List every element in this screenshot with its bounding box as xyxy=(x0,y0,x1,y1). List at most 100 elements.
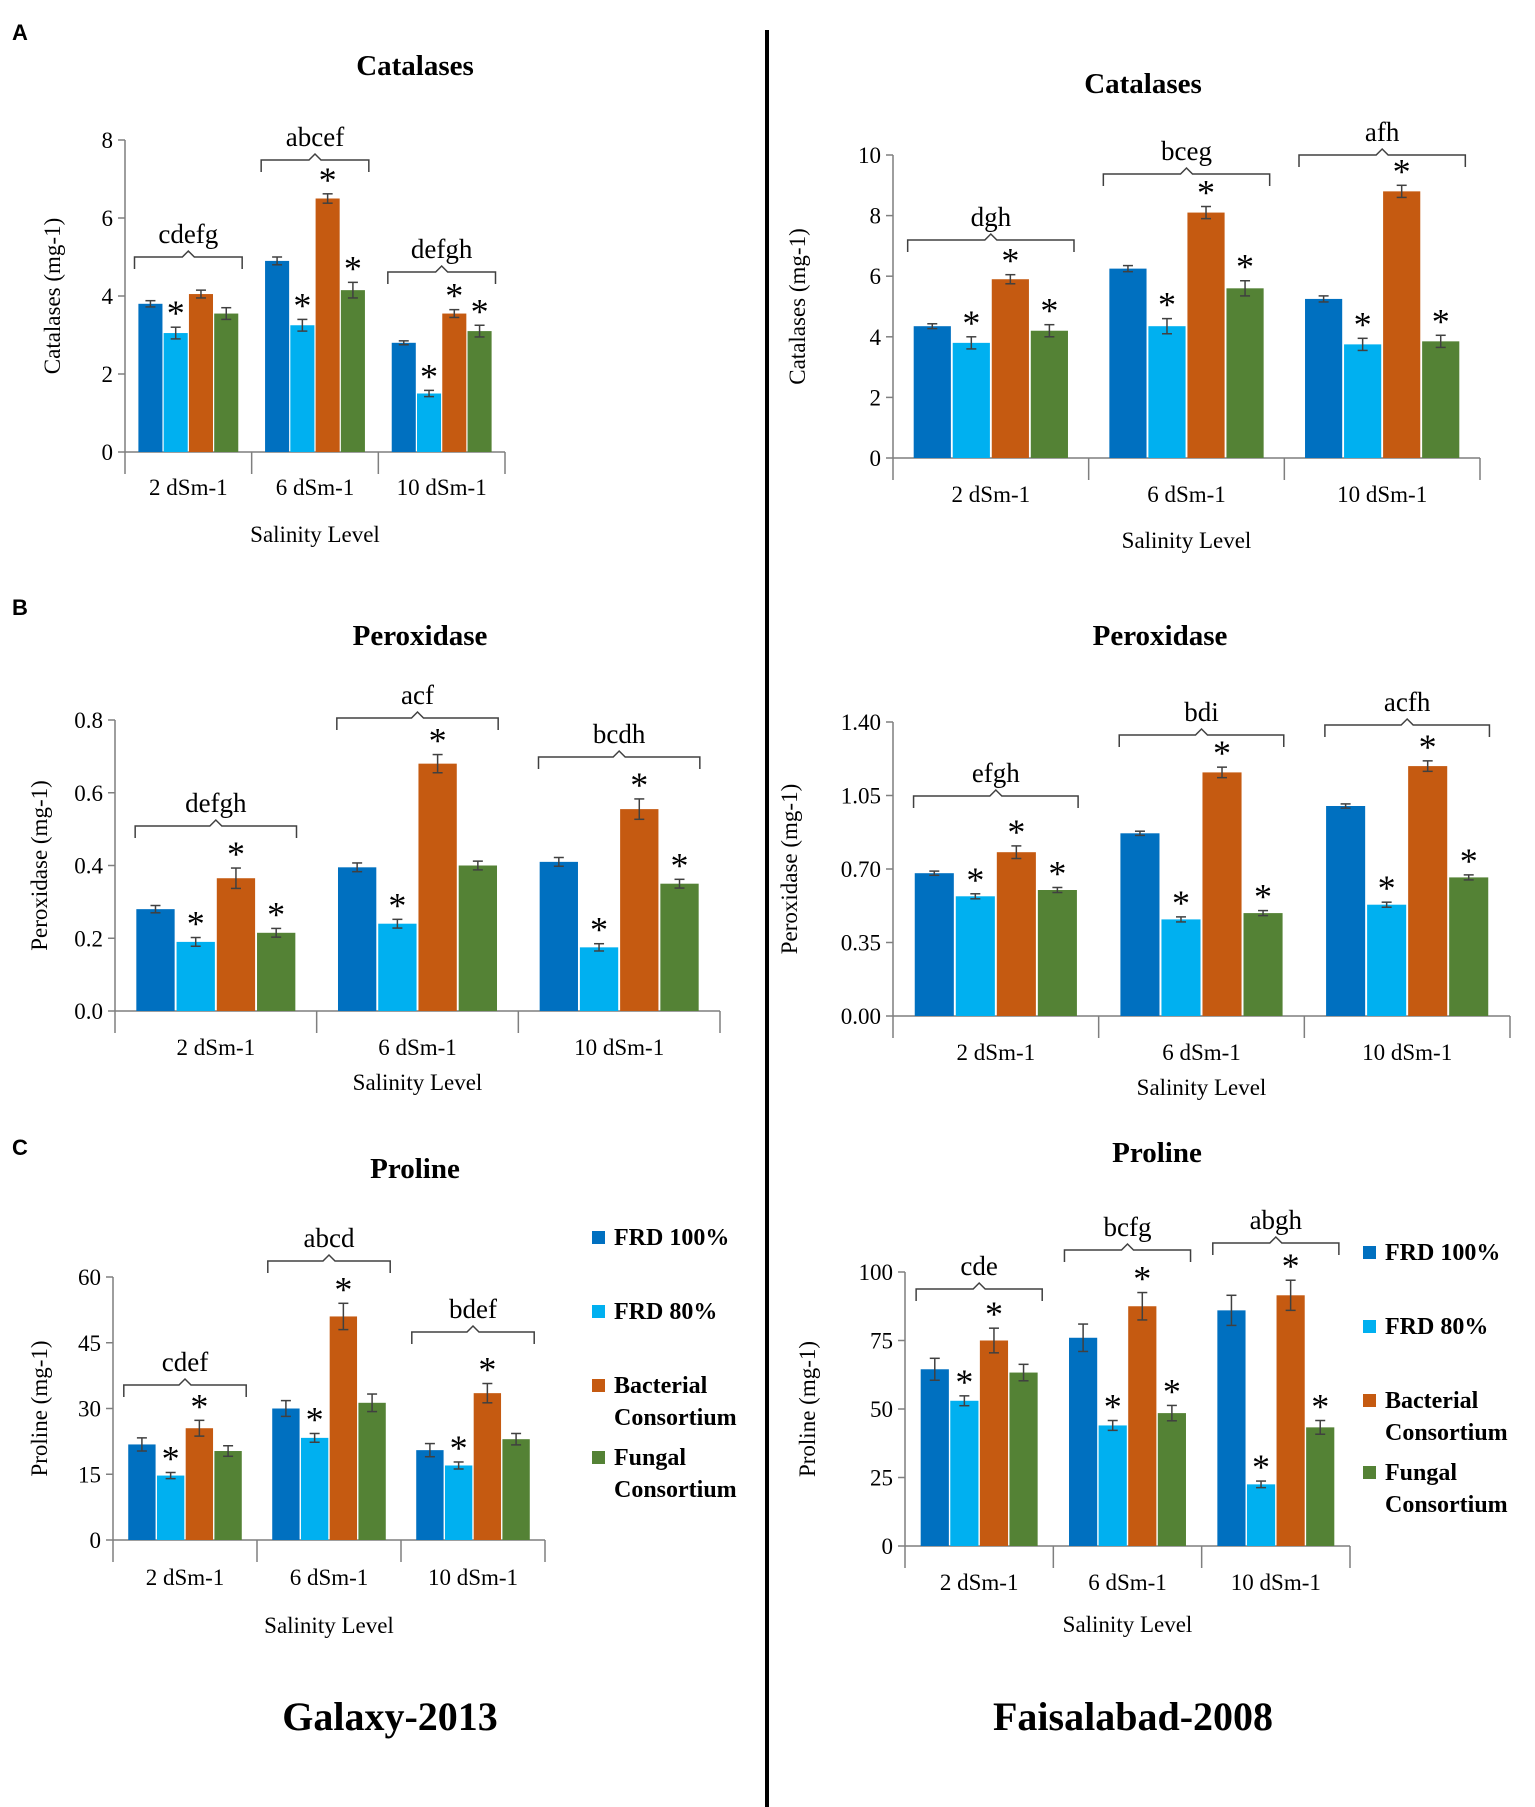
y-tick-label: 100 xyxy=(859,1260,894,1285)
group-letters: defgh xyxy=(185,788,247,818)
group-bracket xyxy=(411,1324,535,1344)
y-tick-label: 0 xyxy=(90,1528,102,1553)
bar xyxy=(214,313,239,452)
y-tick-label: 45 xyxy=(78,1331,101,1356)
significance-star: * xyxy=(267,894,285,934)
x-tick-label: 10 dSm-1 xyxy=(1231,1570,1321,1595)
bar xyxy=(1128,1306,1157,1546)
legend-swatch xyxy=(1363,1246,1376,1259)
bar xyxy=(216,878,256,1011)
significance-star: * xyxy=(344,248,362,288)
y-tick-label: 50 xyxy=(870,1397,893,1422)
y-tick-label: 0.0 xyxy=(74,999,103,1024)
bar xyxy=(579,947,619,1011)
significance-star: * xyxy=(1282,1246,1300,1286)
chart-title: Catalases xyxy=(1084,68,1202,100)
y-tick-label: 0 xyxy=(882,1534,894,1559)
y-tick-label: 0.2 xyxy=(74,926,103,951)
bar xyxy=(502,1439,530,1540)
legend-label: Consortium xyxy=(614,1477,737,1503)
group-letters: dgh xyxy=(971,202,1012,232)
bar xyxy=(1383,191,1421,459)
significance-star: * xyxy=(671,845,689,885)
legend-swatch xyxy=(1363,1394,1376,1407)
bar xyxy=(163,333,188,452)
significance-star: * xyxy=(1172,883,1190,923)
significance-star: * xyxy=(167,293,185,333)
significance-star: * xyxy=(1163,1371,1181,1411)
group-letters: abcd xyxy=(304,1223,355,1253)
bar xyxy=(1243,913,1283,1016)
chart-c-right: Proline Proline (mg-1) 0 25 50 75 100 * * 2 dSm-1… xyxy=(795,1137,1508,1637)
y-tick-label: 0.8 xyxy=(74,708,103,733)
bar xyxy=(1069,1337,1098,1546)
bar xyxy=(539,861,578,1011)
significance-star: * xyxy=(630,765,648,805)
bar xyxy=(442,313,467,452)
group-bracket xyxy=(133,249,243,269)
x-tick-label: 10 dSm-1 xyxy=(428,1565,518,1590)
chart-title: Peroxidase xyxy=(1093,620,1228,652)
bar xyxy=(138,303,163,452)
bar xyxy=(1306,1427,1335,1546)
significance-star: * xyxy=(429,721,447,761)
bar xyxy=(1217,1310,1246,1546)
x-tick-label: 2 dSm-1 xyxy=(952,482,1031,507)
group-bracket xyxy=(906,232,1075,252)
group-letters: defgh xyxy=(411,234,473,264)
legend-label: Consortium xyxy=(1385,1492,1508,1518)
group-letters: cde xyxy=(960,1251,997,1281)
bar xyxy=(1305,298,1343,458)
bar xyxy=(185,1428,214,1540)
bar xyxy=(979,1340,1009,1546)
x-axis-label: Salinity Level xyxy=(353,1070,483,1095)
chart-title: Catalases xyxy=(356,50,474,82)
bar xyxy=(1202,772,1242,1016)
y-tick-label: 0.70 xyxy=(841,857,881,882)
bar xyxy=(914,873,954,1016)
chart-title: Peroxidase xyxy=(353,620,488,652)
legend-swatch xyxy=(1363,1466,1376,1479)
group-letters: bdi xyxy=(1184,697,1219,727)
significance-star: * xyxy=(1213,733,1231,773)
bar xyxy=(315,198,340,452)
significance-star: * xyxy=(1252,1447,1270,1487)
significance-star: * xyxy=(162,1438,180,1478)
bar xyxy=(1009,1372,1038,1546)
significance-star: * xyxy=(1378,868,1396,908)
bar xyxy=(458,865,498,1011)
y-tick-label: 0 xyxy=(870,446,882,471)
bar xyxy=(156,1475,185,1540)
x-tick-label: 10 dSm-1 xyxy=(574,1035,664,1060)
y-tick-label: 1.05 xyxy=(841,784,881,809)
x-tick-label: 10 dSm-1 xyxy=(397,475,487,500)
bar xyxy=(1367,904,1407,1016)
significance-star: * xyxy=(1460,841,1478,881)
group-letters: bdef xyxy=(449,1294,497,1324)
chart-b-left: Peroxidase Peroxidase (mg-1) 0.0 0.2 0.4 0.6 0… xyxy=(27,620,721,1095)
bar xyxy=(1148,326,1186,458)
bar xyxy=(1449,877,1489,1016)
y-tick-label: 8 xyxy=(102,128,114,153)
group-letters: bcfg xyxy=(1104,1212,1152,1242)
bar xyxy=(214,1451,242,1540)
bar xyxy=(1037,890,1077,1016)
significance-star: * xyxy=(1236,247,1254,287)
y-tick-label: 6 xyxy=(102,206,114,231)
legend-swatch xyxy=(592,1379,605,1392)
x-tick-label: 6 dSm-1 xyxy=(276,475,355,500)
significance-star: * xyxy=(1158,285,1176,325)
chart-a-left: Catalases Catalases (mg-1) 0 2 4 6 8 * 2 dSm-1 cd… xyxy=(40,50,506,547)
y-tick-label: 10 xyxy=(858,143,881,168)
chart-b-right: Peroxidase Peroxidase (mg-1) 0.00 0.35 0.70 1… xyxy=(777,620,1511,1100)
y-tick-label: 2 xyxy=(102,362,114,387)
y-axis-label: Peroxidase (mg-1) xyxy=(777,784,802,955)
bar xyxy=(272,1408,300,1540)
bar xyxy=(660,883,699,1011)
y-tick-label: 60 xyxy=(78,1265,101,1290)
significance-star: * xyxy=(187,904,205,944)
y-tick-label: 0.6 xyxy=(74,781,103,806)
legend-label: Fungal xyxy=(1385,1460,1457,1486)
bar xyxy=(1098,1425,1127,1546)
